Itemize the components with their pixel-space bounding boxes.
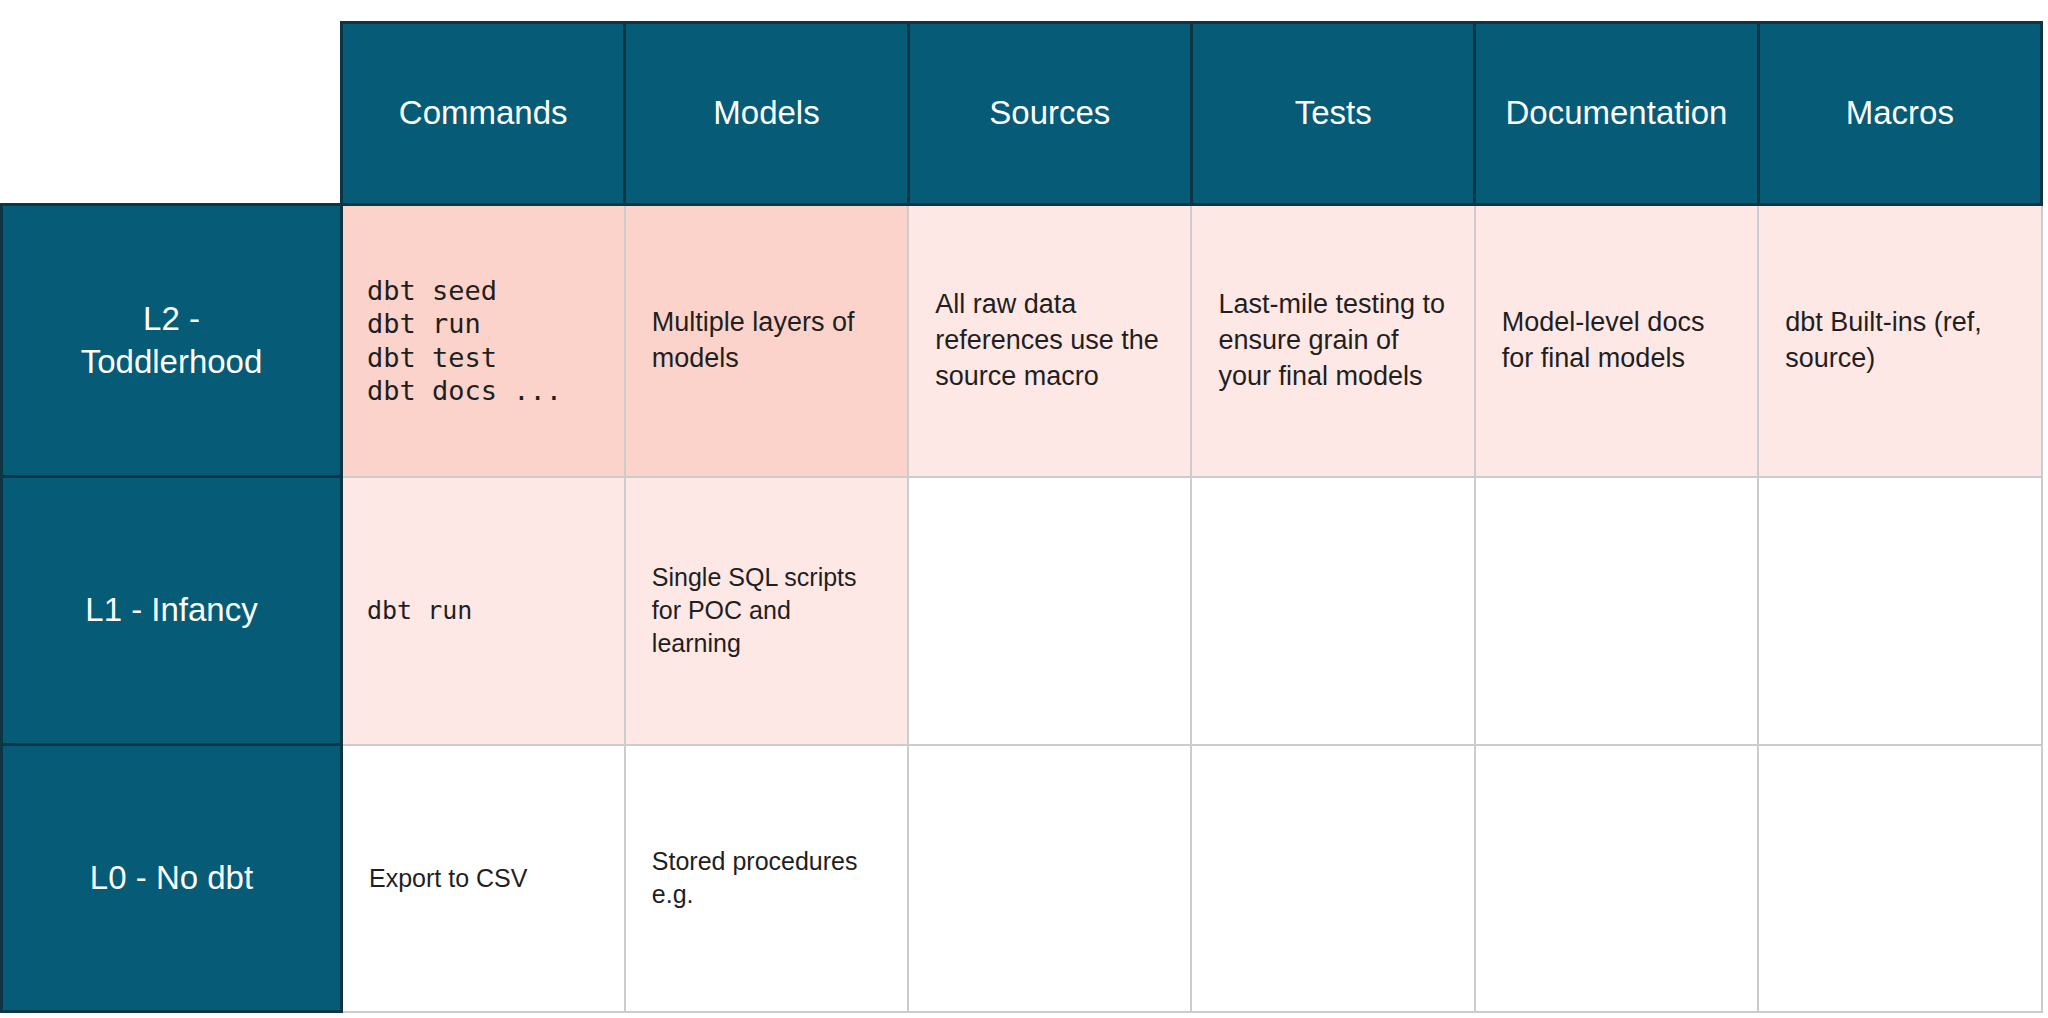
cell-l2-models: Multiple layers of models xyxy=(625,205,908,477)
cell-l0-sources xyxy=(908,745,1191,1012)
header-row: Commands Models Sources Tests Documentat… xyxy=(2,23,2042,205)
cell-l1-commands: dbt run xyxy=(342,477,625,745)
row-l1-infancy: L1 - Infancy dbt run Single SQL scripts … xyxy=(2,477,2042,745)
row-header-l1: L1 - Infancy xyxy=(2,477,342,745)
cell-l0-models: Stored procedures e.g. xyxy=(625,745,908,1012)
col-header-commands: Commands xyxy=(342,23,625,205)
cell-l1-macros xyxy=(1758,477,2041,745)
row-header-l0: L0 - No dbt xyxy=(2,745,342,1012)
cell-l1-tests xyxy=(1191,477,1474,745)
cell-l2-macros: dbt Built-ins (ref, source) xyxy=(1758,205,2041,477)
cell-l2-sources: All raw data references use the source m… xyxy=(908,205,1191,477)
cell-l1-sources xyxy=(908,477,1191,745)
row-header-l2: L2 - Toddlerhood xyxy=(2,205,342,477)
cell-l0-macros xyxy=(1758,745,2041,1012)
cell-l0-commands: Export to CSV xyxy=(342,745,625,1012)
col-header-sources: Sources xyxy=(908,23,1191,205)
cell-l2-tests: Last-mile testing to ensure grain of you… xyxy=(1191,205,1474,477)
cell-l2-documentation: Model-level docs for final models xyxy=(1475,205,1758,477)
cell-l2-commands: dbt seed dbt run dbt test dbt docs ... xyxy=(342,205,625,477)
corner-cell xyxy=(2,23,342,205)
col-header-macros: Macros xyxy=(1758,23,2041,205)
col-header-documentation: Documentation xyxy=(1475,23,1758,205)
row-l0-no-dbt: L0 - No dbt Export to CSV Stored procedu… xyxy=(2,745,2042,1012)
slide-canvas: Commands Models Sources Tests Documentat… xyxy=(0,0,2048,1018)
cell-l1-models: Single SQL scripts for POC and learning xyxy=(625,477,908,745)
cell-l0-documentation xyxy=(1475,745,1758,1012)
cell-l1-documentation xyxy=(1475,477,1758,745)
maturity-table: Commands Models Sources Tests Documentat… xyxy=(0,21,2043,1013)
row-l2-toddlerhood: L2 - Toddlerhood dbt seed dbt run dbt te… xyxy=(2,205,2042,477)
col-header-tests: Tests xyxy=(1191,23,1474,205)
cell-l0-tests xyxy=(1191,745,1474,1012)
col-header-models: Models xyxy=(625,23,908,205)
